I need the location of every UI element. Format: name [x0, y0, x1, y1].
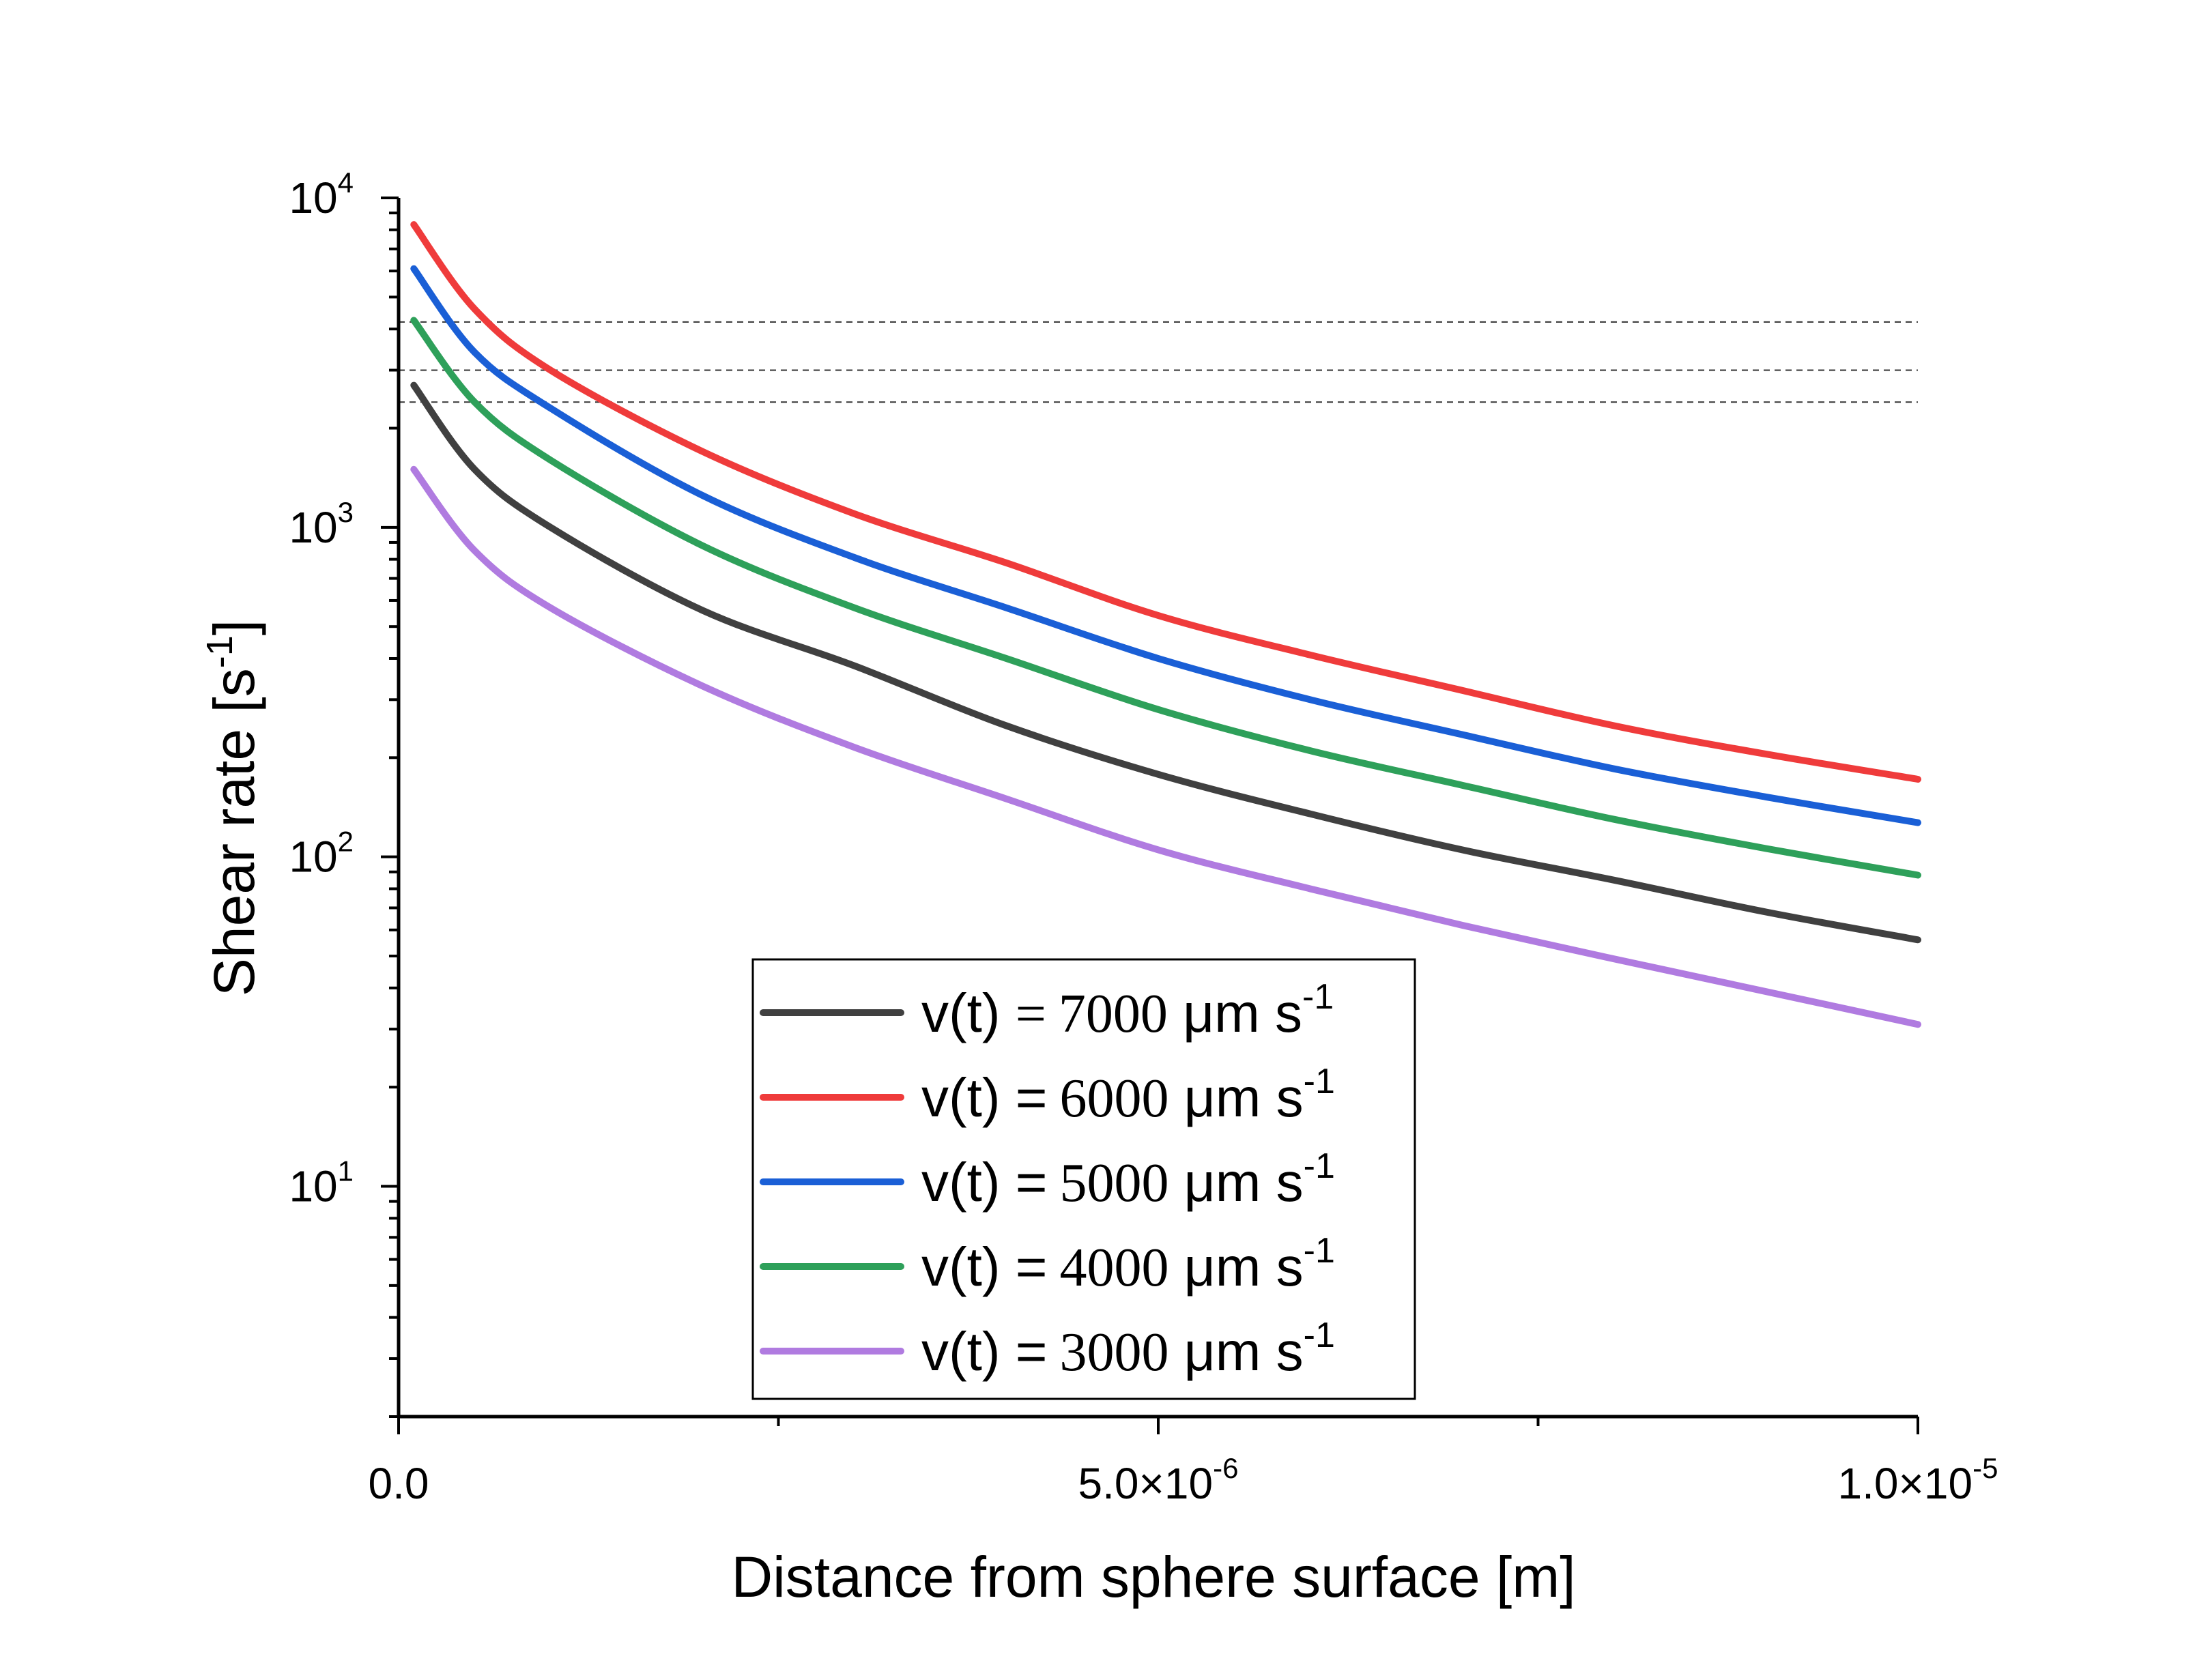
- legend-number: 5000: [1059, 1153, 1168, 1213]
- y-tick-base: 10: [289, 1162, 337, 1211]
- x-tick-mantissa: 5.0×10: [1078, 1459, 1214, 1508]
- legend-sup: -1: [1304, 1146, 1335, 1186]
- y-tick-exp: 1: [338, 1155, 354, 1187]
- x-tick-exp: -6: [1213, 1452, 1238, 1484]
- series-line-3000: [410, 465, 1921, 1028]
- legend-eq: =: [1016, 1321, 1048, 1382]
- legend-label-5000: v(t) = 5000 μm s-1: [921, 1146, 1335, 1213]
- legend-prefix: v(t): [921, 1236, 1016, 1297]
- y-tick-base: 10: [289, 173, 337, 222]
- series-line-5000: [410, 265, 1921, 826]
- x-tick-exp: -5: [1972, 1452, 1998, 1484]
- series-line-7000: [410, 381, 1921, 944]
- legend-prefix: v(t): [921, 983, 1016, 1043]
- legend-number: 6000: [1059, 1069, 1168, 1129]
- y-tick-label: 101: [289, 1155, 354, 1211]
- series-line-4000: [410, 317, 1921, 879]
- legend-number: 3000: [1059, 1322, 1168, 1382]
- legend-prefix: v(t): [921, 1067, 1016, 1128]
- y-tick-label: 103: [289, 496, 354, 552]
- x-tick-label: 5.0×10-6: [1078, 1452, 1239, 1508]
- legend-label-3000: v(t) = 3000 μm s-1: [921, 1316, 1335, 1382]
- legend-prefix: v(t): [921, 1152, 1016, 1213]
- legend-eq: =: [1016, 1067, 1048, 1128]
- legend-number: 7000: [1059, 984, 1168, 1044]
- legend-label-4000: v(t) = 4000 μm s-1: [921, 1231, 1335, 1298]
- legend-prefix: v(t): [921, 1321, 1016, 1382]
- x-axis-label: Distance from sphere surface [m]: [731, 1545, 1575, 1609]
- legend: v(t) = 7000 μm s-1v(t) = 6000 μm s-1v(t) =…: [751, 958, 1416, 1400]
- x-tick-mantissa: 1.0×10: [1838, 1459, 1973, 1508]
- x-tick-label: 0.0: [369, 1459, 429, 1508]
- y-tick-exp: 3: [338, 496, 354, 528]
- legend-sup: -1: [1302, 977, 1334, 1017]
- legend-label-6000: v(t) = 6000 μm s-1: [921, 1062, 1335, 1129]
- legend-unit: μm s: [1168, 1236, 1303, 1297]
- series-line-6000: [410, 221, 1921, 783]
- legend-sup: -1: [1304, 1231, 1335, 1271]
- legend-eq: =: [1016, 1236, 1048, 1297]
- x-tick-label: 1.0×10-5: [1838, 1452, 1998, 1508]
- legend-eq: =: [1016, 1152, 1048, 1213]
- y-axis-label: Shear rate [s-1]: [199, 620, 266, 996]
- y-axis-label-sup: -1: [199, 635, 240, 668]
- y-tick-label: 102: [289, 826, 354, 882]
- legend-unit: μm s: [1168, 1067, 1303, 1128]
- reference-lines: [399, 321, 1918, 403]
- legend-unit: μm s: [1168, 1321, 1303, 1382]
- y-tick-base: 10: [289, 832, 337, 882]
- y-tick-label: 104: [289, 166, 354, 222]
- legend-number: 4000: [1059, 1238, 1168, 1298]
- legend-eq: =: [1016, 984, 1046, 1044]
- y-axis-label-main: Shear rate [s: [202, 668, 266, 996]
- x-tick-mantissa: 0.0: [369, 1459, 429, 1508]
- legend-unit: μm s: [1168, 983, 1302, 1043]
- series-layer: [410, 221, 1921, 1028]
- legend-sup: -1: [1304, 1316, 1335, 1355]
- legend-label-7000: v(t) = 7000 μm s-1: [921, 977, 1334, 1044]
- y-tick-exp: 2: [338, 826, 354, 858]
- y-tick-exp: 4: [338, 166, 354, 199]
- y-tick-base: 10: [289, 503, 337, 552]
- y-axis-label-suffix: ]: [202, 620, 266, 635]
- x-ticks: 0.0 5.0×10-6 1.0×10-5: [369, 1417, 1998, 1508]
- legend-unit: μm s: [1168, 1152, 1303, 1213]
- legend-sup: -1: [1304, 1062, 1335, 1101]
